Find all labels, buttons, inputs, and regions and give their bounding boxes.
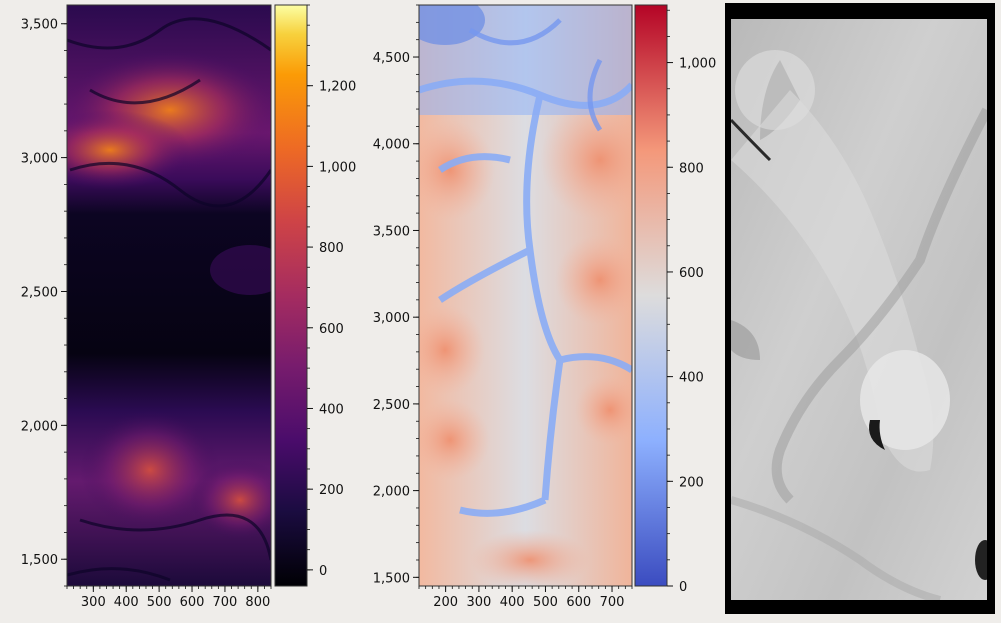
panel-2-x-axis: 200 300 400 500 600 700 <box>418 586 633 610</box>
y-tick-label: 3,000 <box>21 152 58 167</box>
x-tick-label: 500 <box>533 595 558 610</box>
y-tick-label: 2,500 <box>373 398 410 413</box>
y-tick-label: 1,500 <box>373 571 410 586</box>
y-tick-label: 2,500 <box>21 285 58 300</box>
colorbar-tick-label: 800 <box>679 161 704 176</box>
colorbar-tick-label: 400 <box>319 402 344 417</box>
colorbar-tick-label: 1,200 <box>319 80 356 95</box>
colorbar-tick-label: 200 <box>319 483 344 498</box>
colorbar-tick-label: 1,000 <box>679 57 716 72</box>
y-tick-label: 4,500 <box>373 51 410 66</box>
colorbar-tick-label: 400 <box>679 371 704 386</box>
y-tick-label: 2,000 <box>373 485 410 500</box>
colorbar-tick-label: 600 <box>679 266 704 281</box>
panel-2-colorbar-axis: 0 200 400 600 800 1,000 <box>667 9 716 595</box>
x-tick-label: 200 <box>433 595 458 610</box>
colorbar-tick-label: 200 <box>679 475 704 490</box>
panel-1-x-axis: 300 400 500 600 700 800 <box>66 586 272 610</box>
panel-2: 200 300 400 500 600 700 1,500 2,000 2,500 3,000 3… <box>373 4 716 610</box>
x-tick-label: 400 <box>500 595 525 610</box>
x-tick-label: 400 <box>114 595 139 610</box>
x-tick-label: 600 <box>566 595 591 610</box>
colorbar-tick-label: 800 <box>319 241 344 256</box>
x-tick-label: 800 <box>245 595 270 610</box>
colorbar-tick-label: 600 <box>319 322 344 337</box>
panel-2-image <box>419 5 632 586</box>
panel-2-y-axis: 1,500 2,000 2,500 3,000 3,500 4,000 4,500 <box>373 4 419 586</box>
colorbar-tick-label: 0 <box>679 580 687 595</box>
x-tick-label: 700 <box>600 595 625 610</box>
panel-1-colorbar-frame <box>274 4 308 587</box>
y-tick-label: 3,500 <box>21 18 58 33</box>
y-tick-label: 3,000 <box>373 311 410 326</box>
colorbar-tick-label: 1,000 <box>319 160 356 175</box>
y-tick-label: 3,500 <box>373 224 410 239</box>
x-tick-label: 300 <box>466 595 491 610</box>
x-tick-label: 500 <box>147 595 172 610</box>
panel-1-colorbar <box>275 5 307 586</box>
panel-3-image <box>731 19 987 600</box>
panel-1-colorbar-axis: 0 200 400 600 800 1,000 1,200 <box>307 4 356 579</box>
panel-1-frame <box>66 4 272 587</box>
x-tick-label: 600 <box>180 595 205 610</box>
x-tick-label: 700 <box>213 595 238 610</box>
panel-2-colorbar <box>635 5 667 586</box>
y-tick-label: 1,500 <box>21 553 58 568</box>
x-tick-label: 300 <box>81 595 106 610</box>
panel-3 <box>725 3 995 614</box>
panel-1: 300 400 500 600 700 800 1,500 2,000 2,500 3,000 3… <box>21 4 356 610</box>
panel-2-colorbar-frame <box>634 4 668 587</box>
y-tick-label: 2,000 <box>21 419 58 434</box>
panel-1-y-axis: 1,500 2,000 2,500 3,000 3,500 <box>21 18 67 587</box>
y-tick-label: 4,000 <box>373 138 410 153</box>
colorbar-tick-label: 0 <box>319 564 327 579</box>
panel-1-image <box>67 5 271 586</box>
